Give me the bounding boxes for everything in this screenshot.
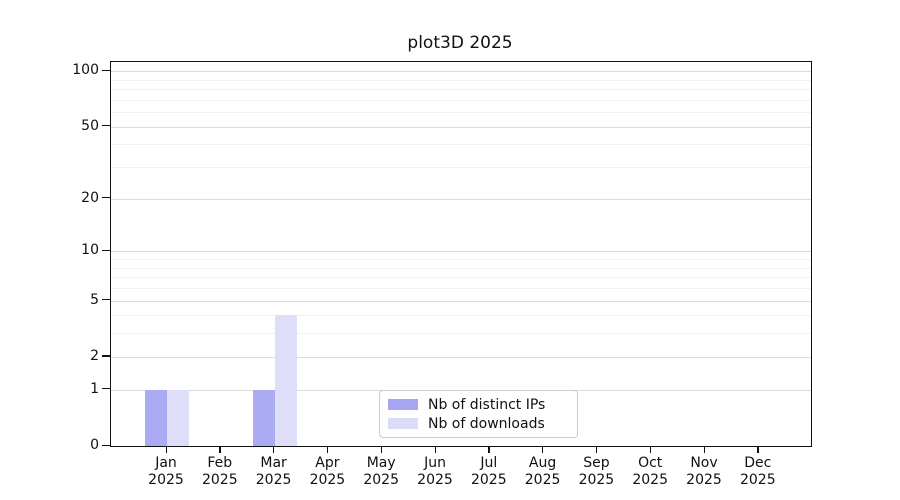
x-tick-month: Nov <box>690 455 718 471</box>
gridline-minor <box>111 167 811 169</box>
gridline-minor <box>111 315 811 317</box>
y-tick-mark <box>102 125 110 127</box>
y-tick-label: 1 <box>90 380 99 397</box>
x-tick-label-nov: Nov 2025 <box>672 455 736 489</box>
legend-swatch-distinct-ips <box>388 399 418 410</box>
x-tick-year: 2025 <box>578 472 615 488</box>
x-tick-mark <box>326 446 329 453</box>
bar-jan-downloads <box>167 389 189 446</box>
y-tick-mark <box>102 249 110 251</box>
x-tick-month: Dec <box>744 455 772 471</box>
y-tick-label: 50 <box>81 117 99 134</box>
x-tick-year: 2025 <box>524 472 561 488</box>
gridline-major <box>111 71 811 73</box>
bar-mar-distinct-ips <box>252 389 275 446</box>
x-tick-year: 2025 <box>470 472 507 488</box>
gridline-minor <box>111 79 811 81</box>
y-tick-label: 5 <box>90 291 99 308</box>
x-tick-month: Aug <box>528 455 557 471</box>
x-tick-label-mar: Mar 2025 <box>242 455 306 489</box>
y-tick-label: 2 <box>90 347 99 364</box>
legend-label-downloads: Nb of downloads <box>428 415 545 432</box>
x-tick-label-apr: Apr 2025 <box>295 455 359 489</box>
y-tick-label: 10 <box>81 242 99 259</box>
legend-item-distinct-ips: Nb of distinct IPs <box>388 397 569 413</box>
x-tick-month: Mar <box>260 455 287 471</box>
gridline-major <box>111 300 811 302</box>
gridline-minor <box>111 267 811 269</box>
x-tick-label-jan: Jan 2025 <box>134 455 198 489</box>
x-tick-year: 2025 <box>255 472 292 488</box>
x-tick-mark <box>703 446 705 453</box>
y-tick-mark <box>102 299 110 301</box>
gridline-minor <box>111 144 811 146</box>
gridline-minor <box>111 99 811 101</box>
x-tick-label-aug: Aug 2025 <box>511 455 575 489</box>
y-tick-label: 20 <box>81 189 99 206</box>
x-tick-month: Jul <box>480 455 498 471</box>
x-tick-mark <box>649 446 651 453</box>
x-tick-mark <box>380 446 382 453</box>
x-tick-month: Sep <box>583 455 610 471</box>
y-tick-mark <box>102 444 110 446</box>
gridline-major <box>111 198 811 200</box>
x-tick-label-sep: Sep 2025 <box>564 455 628 489</box>
x-tick-label-dec: Dec 2025 <box>726 455 790 489</box>
bar-mar-downloads <box>274 315 297 446</box>
x-tick-year: 2025 <box>201 472 238 488</box>
x-tick-label-oct: Oct 2025 <box>618 455 682 489</box>
legend: Nb of distinct IPs Nb of downloads <box>379 390 578 438</box>
x-tick-month: Apr <box>315 455 340 471</box>
x-tick-month: Jun <box>424 455 446 471</box>
gridline-minor <box>111 277 811 279</box>
y-tick-mark <box>102 355 110 357</box>
x-tick-year: 2025 <box>417 472 453 488</box>
gridline-major <box>111 251 811 253</box>
y-tick-mark <box>102 69 110 71</box>
legend-swatch-downloads <box>388 418 418 429</box>
x-tick-year: 2025 <box>148 472 184 488</box>
x-tick-month: May <box>366 455 396 471</box>
plot-area: Nb of distinct IPs Nb of downloads <box>110 61 812 447</box>
x-tick-year: 2025 <box>632 472 668 488</box>
gridline-minor <box>111 89 811 90</box>
x-tick-label-jul: Jul 2025 <box>457 455 521 489</box>
x-tick-label-jun: Jun 2025 <box>403 455 467 489</box>
gridline-major <box>111 356 811 358</box>
x-tick-mark <box>165 446 167 453</box>
x-tick-label-may: May 2025 <box>349 455 413 489</box>
gridline-major <box>111 126 811 128</box>
y-tick-label: 100 <box>72 62 99 79</box>
x-tick-mark <box>488 446 490 453</box>
x-tick-label-feb: Feb 2025 <box>188 455 252 489</box>
gridline-minor <box>111 287 811 289</box>
bar-jan-distinct-ips <box>145 389 167 446</box>
x-tick-year: 2025 <box>363 472 399 488</box>
legend-label-distinct-ips: Nb of distinct IPs <box>428 396 546 413</box>
x-tick-mark <box>219 446 221 453</box>
chart-title: plot3D 2025 <box>407 33 513 53</box>
legend-item-downloads: Nb of downloads <box>388 416 569 432</box>
x-tick-year: 2025 <box>309 472 346 488</box>
x-tick-mark <box>595 446 598 453</box>
gridline-minor <box>111 112 811 114</box>
x-tick-mark <box>757 446 759 453</box>
x-tick-mark <box>434 446 436 453</box>
gridline-minor <box>111 333 811 335</box>
x-tick-month: Jan <box>155 455 177 471</box>
x-tick-month: Feb <box>207 455 233 471</box>
x-tick-mark <box>273 446 275 453</box>
x-tick-year: 2025 <box>739 472 776 488</box>
y-tick-mark <box>102 388 110 390</box>
y-tick-mark <box>102 197 110 199</box>
y-tick-label: 0 <box>90 437 99 453</box>
x-tick-month: Oct <box>638 455 663 471</box>
x-tick-year: 2025 <box>686 472 722 488</box>
gridline-minor <box>111 259 811 260</box>
x-tick-mark <box>542 446 544 453</box>
